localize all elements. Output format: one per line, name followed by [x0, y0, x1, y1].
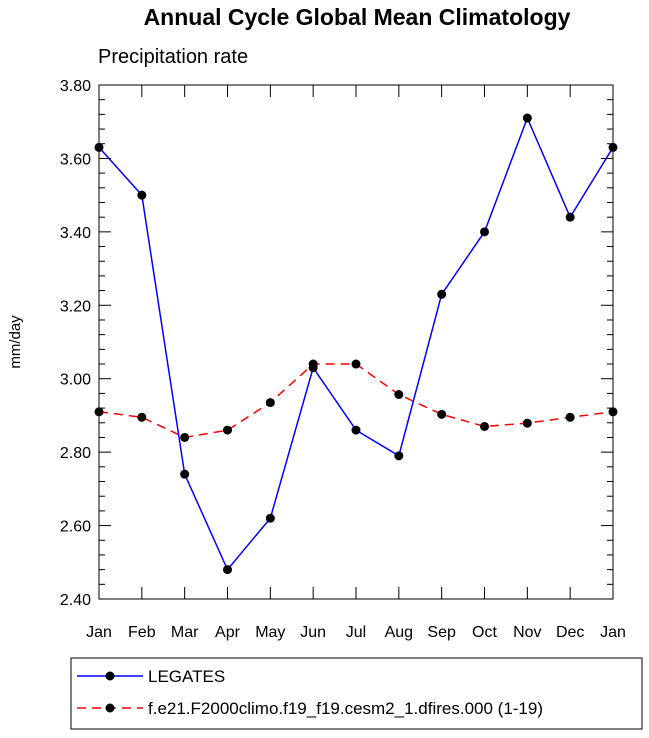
y-tick-label: 2.60 [60, 519, 91, 536]
series-0-point [565, 212, 575, 222]
y-tick-label: 3.80 [60, 78, 91, 95]
y-axis-label: mm/day [7, 315, 24, 369]
y-tick-label: 3.60 [60, 151, 91, 168]
x-tick-label: Feb [128, 624, 156, 641]
y-tick-label: 3.00 [60, 372, 91, 389]
series-0-point [94, 142, 104, 152]
series-1-point [137, 412, 147, 422]
legend-box [70, 657, 643, 730]
series-1-point [265, 398, 275, 408]
series-1-point [565, 412, 575, 422]
x-tick-label: Jun [300, 624, 326, 641]
series-0-point [394, 451, 404, 461]
series-1-point [480, 421, 489, 431]
plot-frame [98, 84, 614, 600]
x-tick-label: Sep [427, 624, 456, 641]
x-tick-label: Oct [472, 624, 497, 641]
y-tick-label: 2.80 [60, 445, 91, 462]
series-0-point [437, 289, 447, 299]
series-0-point [608, 142, 618, 152]
series-0-point [223, 565, 232, 575]
legend-marker-0 [105, 671, 115, 681]
legend-label-1: f.e21.F2000climo.f19_f19.cesm2_1.dfires.… [148, 699, 543, 718]
series-1-point [180, 432, 190, 442]
y-tick-label: 3.40 [60, 225, 91, 242]
x-tick-label: Mar [171, 624, 199, 641]
series-1-point [94, 407, 104, 417]
legend-layer: LEGATES f.e21.F2000climo.f19_f19.cesm2_1.… [77, 667, 543, 718]
x-tick-label: Jul [346, 624, 366, 641]
series-1-point [308, 359, 318, 369]
series-layer [94, 113, 618, 575]
series-1-point [223, 425, 232, 435]
x-tick-label: Jan [600, 624, 626, 641]
x-tick-label: Dec [556, 624, 584, 641]
x-tick-label: Apr [215, 624, 241, 641]
series-0-point [480, 227, 489, 237]
x-tick-label: Nov [513, 624, 541, 641]
series-1-point [394, 390, 404, 400]
series-1-point [437, 409, 447, 419]
ticks-layer: 2.40 2.60 2.80 3.00 3.20 3.40 3.60 3.80 Jan Feb Ma… [60, 78, 626, 641]
x-tick-label: May [255, 624, 285, 641]
series-line-0 [98, 116, 614, 572]
y-tick-label: 3.20 [60, 298, 91, 315]
chart-subtitle: Precipitation rate [98, 46, 248, 68]
y-tick-label: 2.40 [60, 592, 91, 609]
series-1-point [351, 359, 361, 369]
series-1-point [522, 418, 532, 428]
legend-marker-1 [105, 703, 115, 713]
series-0-point [265, 513, 275, 523]
series-0-point [522, 113, 532, 123]
x-tick-label: Jan [86, 624, 112, 641]
series-0-point [180, 469, 190, 479]
x-tick-label: Aug [385, 624, 413, 641]
chart-title: Annual Cycle Global Mean Climatology [144, 4, 571, 30]
series-1-point [608, 407, 618, 417]
legend-label-0: LEGATES [148, 667, 225, 686]
series-0-point [351, 425, 361, 435]
series-0-point [137, 190, 147, 200]
